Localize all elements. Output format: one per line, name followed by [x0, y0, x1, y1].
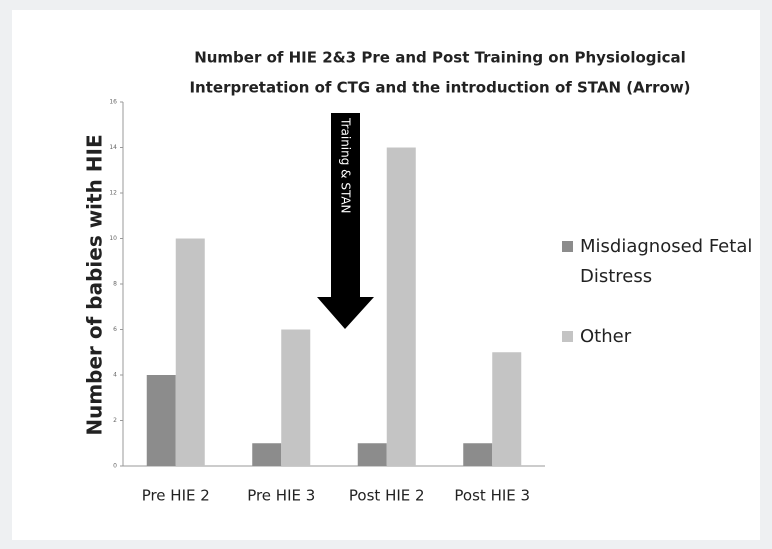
y-tick-label: 2 [113, 417, 117, 424]
bar [463, 443, 493, 466]
bar [357, 443, 387, 466]
x-tick-label: Post HIE 2 [349, 487, 425, 505]
annotation: Training & STAN [339, 117, 353, 214]
chart-title: Number of HIE 2&3 Pre and Post Training … [194, 49, 686, 67]
bar [146, 375, 176, 466]
y-tick-label: 14 [109, 144, 117, 151]
y-tick-label: 6 [113, 326, 117, 333]
legend-label: Misdiagnosed Fetal Distress [580, 236, 753, 287]
x-tick-label: Post HIE 3 [454, 487, 530, 505]
arrow [317, 113, 374, 329]
x-tick-label: Pre HIE 3 [247, 487, 315, 505]
legend-item: Other [580, 326, 632, 347]
y-tick-label: 8 [113, 281, 117, 288]
y-tick-label: 0 [113, 463, 117, 470]
bar [492, 352, 522, 466]
bar [281, 329, 311, 466]
bar [386, 147, 416, 466]
chart-title: Interpretation of CTG and the introducti… [189, 79, 690, 97]
x-tick-label: Pre HIE 2 [142, 487, 210, 505]
bar [252, 443, 282, 466]
legend-swatch [562, 241, 573, 252]
y-axis-label: Number of babies with HIE [83, 134, 107, 435]
legend-label: Other [580, 326, 632, 347]
y-tick-label: 16 [109, 99, 117, 106]
bar [175, 238, 205, 466]
legend-swatch [562, 331, 573, 342]
legend-item: Misdiagnosed Fetal Distress [580, 236, 753, 287]
y-tick-label: 4 [113, 372, 117, 379]
y-tick-label: 10 [109, 235, 117, 242]
y-tick-label: 12 [109, 190, 117, 197]
